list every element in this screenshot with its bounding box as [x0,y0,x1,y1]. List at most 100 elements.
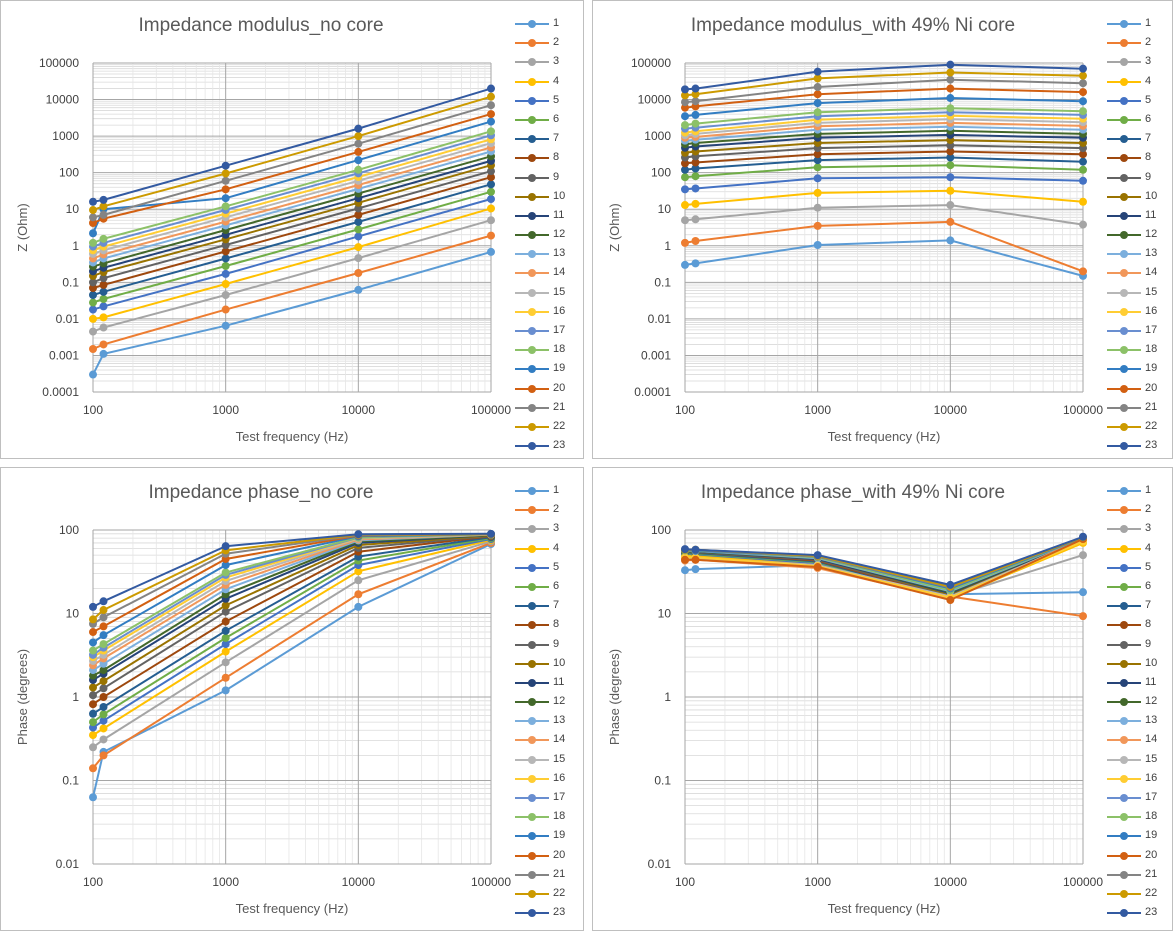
legend-label: 10 [1145,189,1158,202]
data-point [89,206,97,215]
y-tick-label: 0.01 [56,312,80,326]
legend-marker [528,736,536,745]
x-tick-label: 10000 [342,875,376,889]
legend-label: 19 [553,362,566,375]
series-line-17 [92,134,492,248]
data-point [487,92,495,101]
y-tick-label: 0.001 [49,348,79,362]
x-tick-label: 100000 [471,403,511,417]
data-point [487,231,495,240]
legend-marker [528,231,536,240]
legend-label: 8 [1145,618,1152,631]
data-point [221,241,230,250]
data-point [813,74,822,83]
data-point [99,751,108,760]
legend-label: 15 [1145,285,1158,298]
legend-label: 9 [1145,637,1152,650]
data-point [813,156,822,165]
data-point [221,321,230,330]
x-tick-label: 100000 [1063,403,1103,417]
data-point [99,323,108,332]
x-tick-label: 100 [83,403,103,417]
x-tick-label: 1000 [212,403,239,417]
legend-marker [528,192,536,201]
legend-marker [528,422,536,431]
legend-marker [528,39,536,48]
legend-marker [1120,231,1128,240]
legend-marker [1120,192,1128,201]
legend-marker [1120,774,1128,783]
data-point [354,576,363,585]
legend-label: 1 [1145,484,1152,496]
data-point [487,173,495,182]
data-point [691,84,700,93]
series-line-2 [684,220,1084,273]
legend-label: 18 [1145,343,1158,356]
data-point [354,530,363,539]
legend-marker [1120,39,1128,48]
data-point [221,607,230,616]
legend-marker [528,794,536,802]
data-point [221,305,230,314]
legend-label: 9 [553,637,560,650]
legend-label: 2 [553,503,560,516]
data-point [1079,588,1087,597]
data-point [946,75,955,84]
data-point [946,236,955,245]
legend-marker [1120,384,1128,393]
legend-marker [528,832,536,841]
series-line-6 [684,164,1084,179]
data-point [99,735,108,744]
data-point [681,85,689,94]
legend-label: 10 [553,656,566,669]
data-point [1079,88,1087,97]
data-point [813,83,822,92]
y-tick-label: 10 [66,607,80,621]
data-point [681,238,689,247]
data-point [1079,165,1087,174]
data-point [946,161,955,170]
data-point [1079,79,1087,88]
data-point [487,110,495,119]
data-point [487,117,495,126]
x-tick-label: 10000 [934,875,968,889]
series-line-1 [92,543,492,798]
legend-label: 13 [1145,714,1158,727]
legend-marker [1120,154,1128,163]
data-point [99,666,108,675]
legend-marker [1120,487,1128,495]
legend-label: 6 [553,112,560,125]
legend-label: 23 [1145,906,1158,919]
data-point [813,150,822,159]
data-point [221,542,230,551]
chart-plot: 0.0001 0.001 0.01 0.1 1 10 100 1000 10000 100000 1… [15,56,511,444]
legend-label: 8 [1145,151,1152,164]
data-point [354,243,363,252]
legend-label: 3 [553,55,560,68]
legend-label: 5 [553,93,560,106]
legend-label: 21 [1145,400,1158,413]
x-axis-label: Test frequency (Hz) [236,901,349,916]
data-point [99,234,108,243]
data-point [221,568,230,577]
legend-label: 2 [553,36,560,49]
data-point [1079,532,1087,541]
data-point [89,283,97,292]
legend-marker [528,870,536,879]
y-tick-label: 10 [658,607,672,621]
legend-label: 12 [1145,228,1158,241]
legend-marker [1120,736,1128,745]
legend-label: 11 [553,675,565,688]
y-tick-label: 100000 [631,56,671,70]
legend-marker [1120,755,1128,764]
legend-label: 3 [553,522,560,535]
legend-marker [528,365,536,374]
data-point [221,247,230,256]
data-point [221,169,230,178]
data-point [89,298,97,307]
legend-marker [1120,422,1128,431]
data-point [354,132,363,141]
legend-label: 5 [1145,93,1152,106]
data-point [681,566,689,575]
data-point [946,68,955,77]
